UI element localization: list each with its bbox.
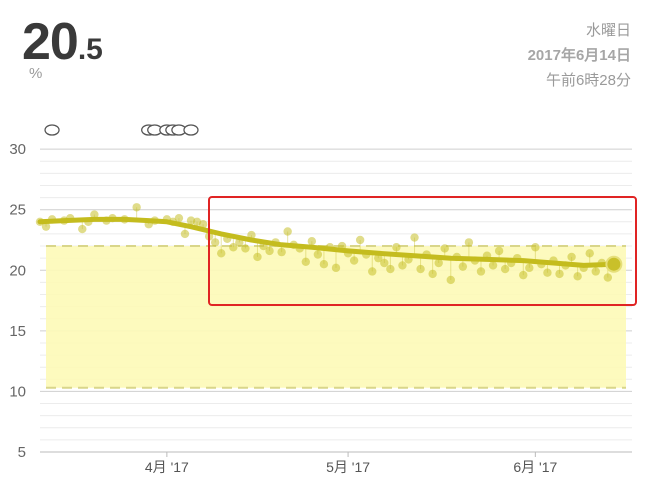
data-point (90, 210, 99, 219)
comment-icon (44, 124, 60, 136)
x-tick-label: 5月 '17 (326, 459, 370, 475)
data-point (416, 264, 425, 274)
timestamp-block: 水曜日 2017年6月14日 午前6時28分 (528, 18, 631, 93)
data-point (301, 257, 310, 266)
y-tick-label: 5 (18, 444, 26, 461)
data-point (78, 224, 87, 234)
data-point (241, 244, 250, 253)
data-point (368, 267, 377, 276)
data-point (410, 233, 419, 242)
data-point (603, 273, 613, 282)
data-point (253, 252, 262, 262)
data-point (573, 272, 582, 281)
y-tick-label: 30 (9, 141, 26, 158)
data-point (458, 262, 468, 271)
data-point (476, 267, 486, 276)
data-point (210, 238, 220, 247)
value-unit: % (29, 65, 43, 82)
current-value-decimal: .5 (77, 33, 103, 66)
data-point (591, 267, 600, 276)
y-tick-label: 10 (9, 383, 26, 400)
trend-line (37, 216, 617, 268)
data-point (494, 246, 504, 256)
data-point (434, 258, 443, 268)
data-point (543, 268, 552, 277)
data-point (313, 250, 323, 259)
data-point (283, 227, 292, 236)
data-point (132, 203, 141, 212)
data-point (180, 229, 190, 239)
data-point (525, 263, 534, 273)
data-point (519, 270, 528, 280)
date-label: 2017年6月14日 (527, 47, 631, 64)
data-point (531, 243, 540, 252)
data-point (380, 258, 389, 268)
data-point (41, 222, 51, 231)
data-point (567, 252, 576, 262)
time-label: 午前6時28分 (545, 72, 631, 89)
data-point (555, 269, 564, 279)
data-point (319, 260, 329, 269)
y-tick-label: 20 (9, 262, 26, 279)
data-point (265, 246, 274, 256)
y-tick-label: 25 (9, 202, 26, 219)
data-point (488, 261, 498, 270)
data-point (355, 235, 365, 245)
current-value-integer: 20 (22, 13, 79, 71)
data-point (229, 243, 238, 252)
y-tick-label: 15 (9, 323, 26, 340)
data-point (428, 269, 437, 279)
data-point (277, 247, 286, 257)
weekday-label: 水曜日 (585, 22, 631, 39)
data-point (392, 243, 401, 252)
data-point (446, 275, 455, 285)
current-value: 20.5 (22, 12, 103, 72)
x-tick-label: 4月 '17 (145, 459, 189, 475)
data-point (307, 236, 317, 246)
data-point (440, 244, 449, 253)
x-tick-label: 6月 '17 (513, 459, 557, 475)
data-point (500, 264, 510, 274)
data-point (331, 263, 341, 273)
data-point (198, 220, 208, 229)
data-point (398, 261, 407, 270)
data-point (374, 253, 383, 263)
data-point (464, 238, 474, 247)
highlight-box (208, 196, 637, 306)
data-point (349, 256, 359, 265)
data-point (174, 213, 184, 223)
data-point (386, 264, 395, 274)
current-point (605, 255, 623, 273)
data-point (585, 249, 594, 258)
comment-icon (183, 124, 199, 136)
data-point (217, 249, 226, 258)
